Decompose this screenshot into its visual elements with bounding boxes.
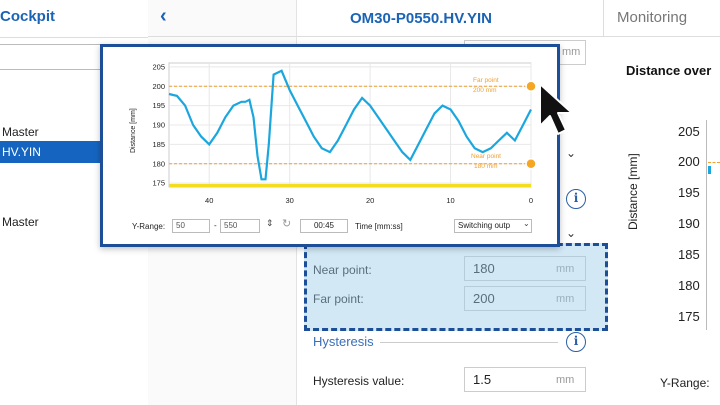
near-point-label: Near point — [471, 153, 501, 160]
back-chevron-icon[interactable]: ‹ — [160, 5, 167, 27]
near-point-handle — [525, 158, 537, 170]
near-point-input[interactable]: 180 — [464, 256, 586, 281]
y-axis-label: Distance [mm] — [130, 108, 137, 153]
far-point-input[interactable]: 200 — [464, 286, 586, 311]
far-point-value: 200 mm — [473, 87, 496, 94]
y-tick-label: 175 — [152, 179, 165, 188]
stepper-icon[interactable]: ⇕ — [266, 218, 274, 228]
nav-item-master[interactable]: Master — [2, 125, 39, 139]
time-axis-label: Time [mm:ss] — [355, 222, 403, 231]
y-tick-label: 195 — [152, 101, 165, 110]
hysteresis-section-title: Hysteresis — [313, 334, 374, 349]
nav-divider — [0, 37, 148, 38]
far-point-unit: mm — [556, 293, 575, 305]
device-title: OM30-P0550.HV.YIN — [350, 10, 493, 27]
x-tick-label: 40 — [205, 196, 213, 205]
tab-divider — [603, 0, 604, 36]
zoom-highlight — [304, 243, 608, 331]
hysteresis-divider — [380, 342, 558, 343]
far-point-label: Far point: — [313, 292, 364, 306]
y-tick: 185 — [678, 247, 700, 262]
switching-output-bar — [169, 184, 531, 187]
y-range-dash: - — [214, 221, 217, 230]
monitoring-y-range-label: Y-Range: — [660, 376, 710, 390]
near-point-label: Near point: — [313, 263, 372, 277]
hysteresis-value-input[interactable]: 1.5 — [464, 367, 586, 392]
hysteresis-unit: mm — [556, 374, 575, 386]
nav-item-master-2[interactable]: Master — [2, 215, 39, 229]
partial-unit: mm — [562, 46, 581, 58]
hysteresis-info-icon[interactable]: i — [566, 332, 586, 352]
distance-chart: 205 200 195 190 185 180 175 40 30 20 10 0 Distance … — [130, 62, 537, 205]
distance-series-line — [168, 69, 532, 181]
chevron-down-icon-2[interactable]: ⌄ — [566, 226, 577, 240]
y-tick: 180 — [678, 278, 700, 293]
y-tick-label: 190 — [152, 121, 165, 130]
reset-icon[interactable]: ↻ — [282, 218, 292, 230]
far-point-label: Far point — [473, 77, 499, 84]
monitoring-y-axis-label: Distance [mm] — [626, 153, 640, 230]
y-tick-label: 180 — [152, 159, 165, 168]
y-tick: 175 — [678, 309, 700, 324]
y-range-max-input[interactable]: 550 — [220, 219, 260, 233]
y-tick: 205 — [678, 124, 700, 139]
far-point-handle — [525, 80, 537, 92]
y-range-label: Y-Range: — [132, 222, 166, 231]
app-title: Cockpit — [0, 8, 56, 25]
chevron-down-icon-3: ⌄ — [523, 219, 530, 228]
hysteresis-value-label: Hysteresis value: — [313, 374, 405, 388]
x-tick-label: 0 — [529, 196, 533, 205]
monitoring-axis-line — [706, 120, 707, 330]
near-point-value: 180 mm — [474, 163, 497, 170]
y-range-min-input[interactable]: 50 — [172, 219, 210, 233]
info-icon[interactable]: i — [566, 189, 586, 209]
x-tick-label: 10 — [446, 196, 454, 205]
time-window-input[interactable]: 00:45 — [300, 219, 348, 233]
switching-output-select[interactable]: Switching outp — [454, 219, 532, 233]
monitoring-chart-title: Distance over — [626, 63, 712, 78]
x-tick-label: 30 — [285, 196, 293, 205]
x-tick-label: 20 — [366, 196, 374, 205]
y-tick-label: 185 — [152, 140, 165, 149]
monitoring-panel — [612, 38, 720, 405]
monitoring-far-line — [708, 162, 720, 163]
monitoring-signal-stub — [708, 166, 711, 174]
tab-monitoring[interactable]: Monitoring — [617, 9, 688, 26]
switching-output-select-value: Switching outp — [458, 221, 511, 230]
y-tick: 200 — [678, 154, 700, 169]
near-point-unit: mm — [556, 263, 575, 275]
chevron-down-icon[interactable]: ⌄ — [566, 146, 577, 160]
header-divider — [148, 36, 720, 37]
y-tick-label: 200 — [152, 82, 165, 91]
mouse-pointer-icon — [539, 83, 573, 135]
y-tick: 195 — [678, 185, 700, 200]
y-tick-label: 205 — [152, 62, 165, 71]
y-tick: 190 — [678, 216, 700, 231]
